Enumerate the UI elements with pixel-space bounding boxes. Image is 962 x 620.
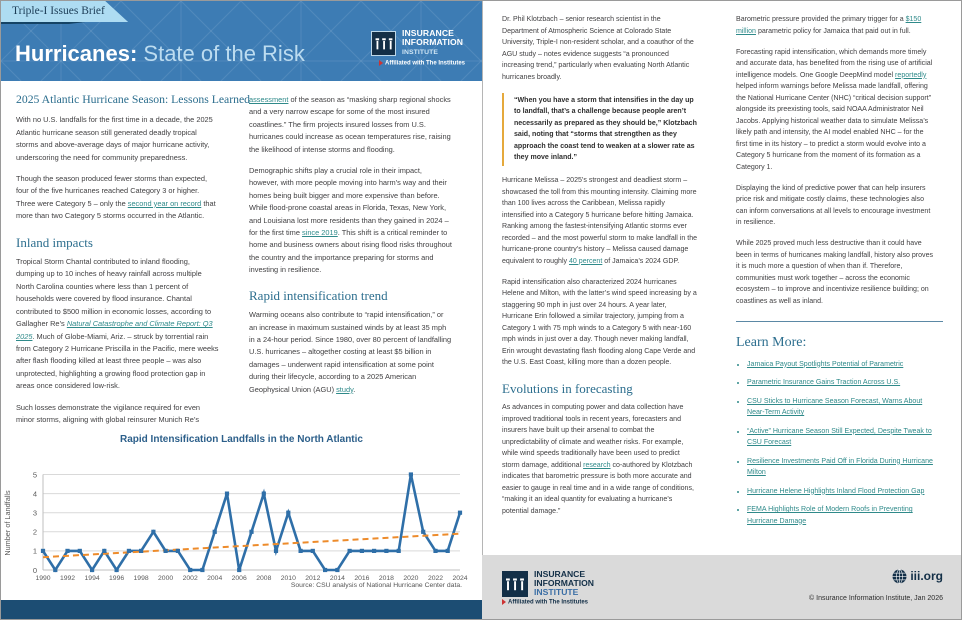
svg-text:1994: 1994	[85, 575, 100, 580]
svg-text:2020: 2020	[403, 575, 418, 580]
svg-text:1: 1	[33, 547, 37, 556]
svg-text:2012: 2012	[305, 575, 320, 580]
svg-text:5: 5	[33, 470, 37, 479]
svg-text:3: 3	[33, 509, 37, 518]
svg-text:2004: 2004	[207, 575, 222, 580]
svg-text:Number of Landfalls: Number of Landfalls	[3, 490, 12, 556]
svg-text:2006: 2006	[232, 575, 247, 580]
svg-text:2016: 2016	[354, 575, 369, 580]
svg-text:2010: 2010	[281, 575, 296, 580]
svg-text:1996: 1996	[109, 575, 124, 580]
svg-text:2022: 2022	[428, 575, 443, 580]
svg-text:0: 0	[33, 566, 37, 575]
svg-text:1990: 1990	[35, 575, 50, 580]
svg-text:1992: 1992	[60, 575, 75, 580]
svg-text:2008: 2008	[256, 575, 271, 580]
svg-text:2024: 2024	[452, 575, 467, 580]
svg-text:2000: 2000	[158, 575, 173, 580]
svg-text:4: 4	[33, 489, 37, 498]
svg-text:2: 2	[33, 528, 37, 537]
svg-text:2014: 2014	[330, 575, 345, 580]
svg-text:2002: 2002	[183, 575, 198, 580]
svg-text:1998: 1998	[134, 575, 149, 580]
svg-text:2018: 2018	[379, 575, 394, 580]
